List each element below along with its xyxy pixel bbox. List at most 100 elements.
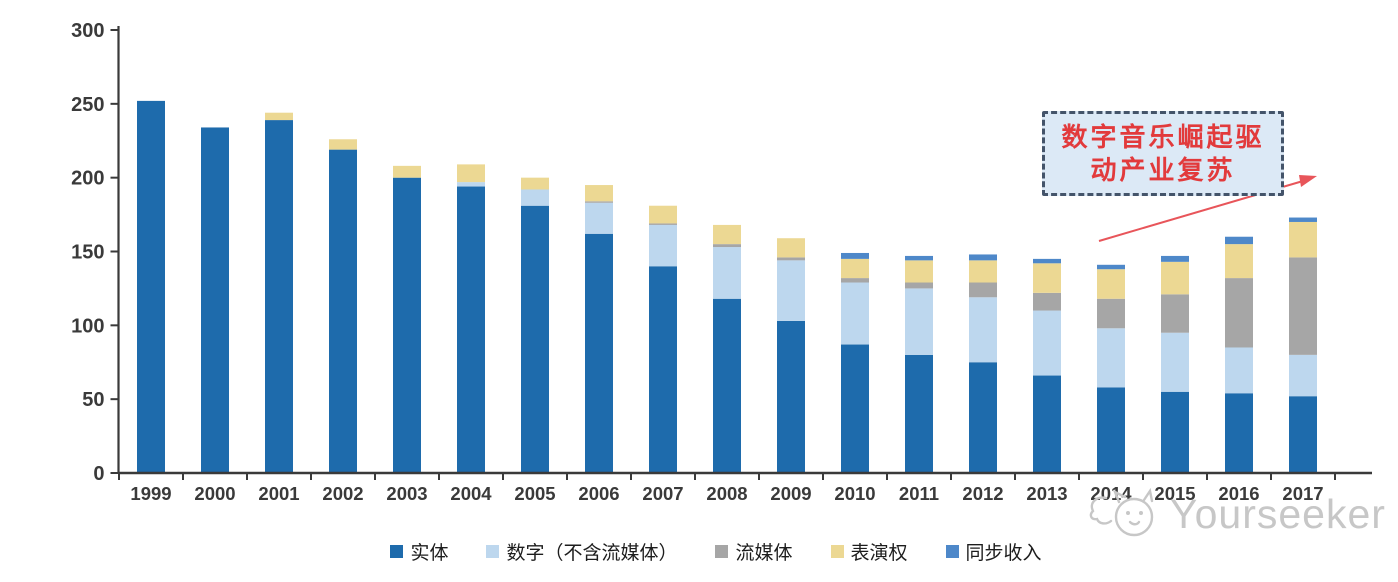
bar-segment bbox=[713, 224, 741, 245]
bar-segment bbox=[1161, 294, 1189, 333]
legend-swatch bbox=[486, 545, 500, 558]
bar-segment bbox=[457, 182, 485, 187]
y-axis-label: 50 bbox=[82, 389, 104, 411]
bar-segment bbox=[1289, 221, 1317, 258]
bar-segment bbox=[777, 260, 805, 321]
y-axis-label: 150 bbox=[71, 242, 104, 264]
y-axis-label: 100 bbox=[71, 315, 104, 337]
bar-segment bbox=[585, 202, 613, 234]
bar-segment bbox=[777, 257, 805, 261]
bar-segment bbox=[265, 120, 293, 474]
bar-segment bbox=[329, 139, 357, 150]
chart-legend: 实体 数字（不含流媒体） 流媒体 表演权 同步收入 bbox=[0, 538, 1398, 565]
bar-segment bbox=[1033, 310, 1061, 376]
bar-segment bbox=[329, 149, 357, 474]
x-axis-label: 1999 bbox=[130, 483, 171, 504]
bar-segment bbox=[1033, 263, 1061, 293]
x-axis-label: 2000 bbox=[194, 483, 235, 504]
legend-label: 数字（不含流媒体） bbox=[506, 543, 678, 564]
x-axis-label: 2015 bbox=[1154, 483, 1195, 504]
bar-segment bbox=[585, 233, 613, 473]
bar-segment bbox=[841, 258, 869, 279]
bar-segment bbox=[1161, 332, 1189, 392]
x-axis-label: 2004 bbox=[450, 483, 492, 504]
annotation-text-line1: 数字音乐崛起驱 bbox=[1061, 122, 1265, 152]
bar-segment bbox=[1289, 257, 1317, 355]
bar-segment bbox=[969, 297, 997, 363]
bar-segment bbox=[1289, 396, 1317, 473]
bar-segment bbox=[1033, 292, 1061, 311]
bar-segment bbox=[521, 177, 549, 190]
x-axis-label: 2005 bbox=[514, 483, 555, 504]
legend-swatch bbox=[830, 545, 844, 558]
bar-segment bbox=[1161, 255, 1189, 262]
bar-segment bbox=[969, 282, 997, 298]
bar-segment bbox=[1097, 269, 1125, 299]
bar-segment bbox=[905, 354, 933, 473]
bar-segment bbox=[649, 223, 677, 225]
bar-segment bbox=[201, 127, 229, 474]
bar-segment bbox=[265, 112, 293, 121]
legend-label: 实体 bbox=[410, 543, 449, 564]
bar-segment bbox=[1225, 393, 1253, 473]
x-axis-label: 2003 bbox=[386, 483, 427, 504]
bar-segment bbox=[713, 247, 741, 299]
bar-segment bbox=[1033, 375, 1061, 473]
bar-segment bbox=[1097, 328, 1125, 388]
bar-segment bbox=[969, 362, 997, 473]
bar-segment bbox=[1225, 244, 1253, 279]
legend-label: 表演权 bbox=[850, 543, 908, 564]
y-axis-label: 200 bbox=[71, 168, 104, 190]
legend-item: 表演权 bbox=[830, 538, 908, 565]
bar-segment bbox=[777, 238, 805, 258]
x-axis-label: 2017 bbox=[1282, 483, 1323, 504]
bar-segment bbox=[1161, 261, 1189, 295]
x-axis-label: 2014 bbox=[1090, 483, 1132, 504]
x-axis-label: 2011 bbox=[899, 483, 939, 504]
x-axis-label: 2001 bbox=[258, 483, 299, 504]
bar-segment bbox=[393, 165, 421, 178]
x-axis-label: 2009 bbox=[770, 483, 811, 504]
bar-segment bbox=[1225, 278, 1253, 348]
bar-segment bbox=[905, 260, 933, 283]
legend-item: 同步收入 bbox=[945, 538, 1042, 565]
legend-swatch bbox=[390, 545, 404, 558]
annotation-callout: 数字音乐崛起驱 动产业复苏 bbox=[1042, 111, 1284, 196]
bar-segment bbox=[1225, 236, 1253, 245]
bar-segment bbox=[1097, 264, 1125, 270]
y-axis-label: 0 bbox=[93, 463, 104, 485]
x-axis-label: 2008 bbox=[706, 483, 747, 504]
bar-segment bbox=[1033, 258, 1061, 264]
bar-segment bbox=[1289, 354, 1317, 397]
y-axis-label: 300 bbox=[71, 20, 104, 42]
x-axis-label: 2013 bbox=[1026, 483, 1067, 504]
bar-segment bbox=[841, 278, 869, 283]
legend-label: 同步收入 bbox=[965, 543, 1042, 564]
bar-segment bbox=[905, 282, 933, 289]
x-axis-label: 2012 bbox=[962, 483, 1003, 504]
x-axis-label: 2010 bbox=[834, 483, 875, 504]
bar-segment bbox=[393, 177, 421, 473]
legend-swatch bbox=[945, 545, 959, 558]
bar-segment bbox=[137, 100, 165, 473]
bar-segment bbox=[649, 205, 677, 224]
bar-segment bbox=[457, 164, 485, 183]
bar-segment bbox=[841, 282, 869, 345]
bar-segment bbox=[969, 254, 997, 261]
legend-item: 数字（不含流媒体） bbox=[486, 538, 677, 565]
bar-segment bbox=[777, 320, 805, 473]
bar-segment bbox=[969, 260, 997, 283]
bar-segment bbox=[713, 298, 741, 473]
annotation-text-line2: 动产业复苏 bbox=[1090, 155, 1236, 185]
x-axis-label: 2007 bbox=[642, 483, 683, 504]
bar-segment bbox=[713, 244, 741, 248]
bar-segment bbox=[1161, 391, 1189, 473]
legend-label: 流媒体 bbox=[735, 543, 793, 564]
bar-segment bbox=[1289, 217, 1317, 222]
bar-segment bbox=[1225, 347, 1253, 394]
bar-segment bbox=[1097, 298, 1125, 329]
legend-item: 实体 bbox=[390, 538, 448, 565]
bar-segment bbox=[905, 288, 933, 355]
